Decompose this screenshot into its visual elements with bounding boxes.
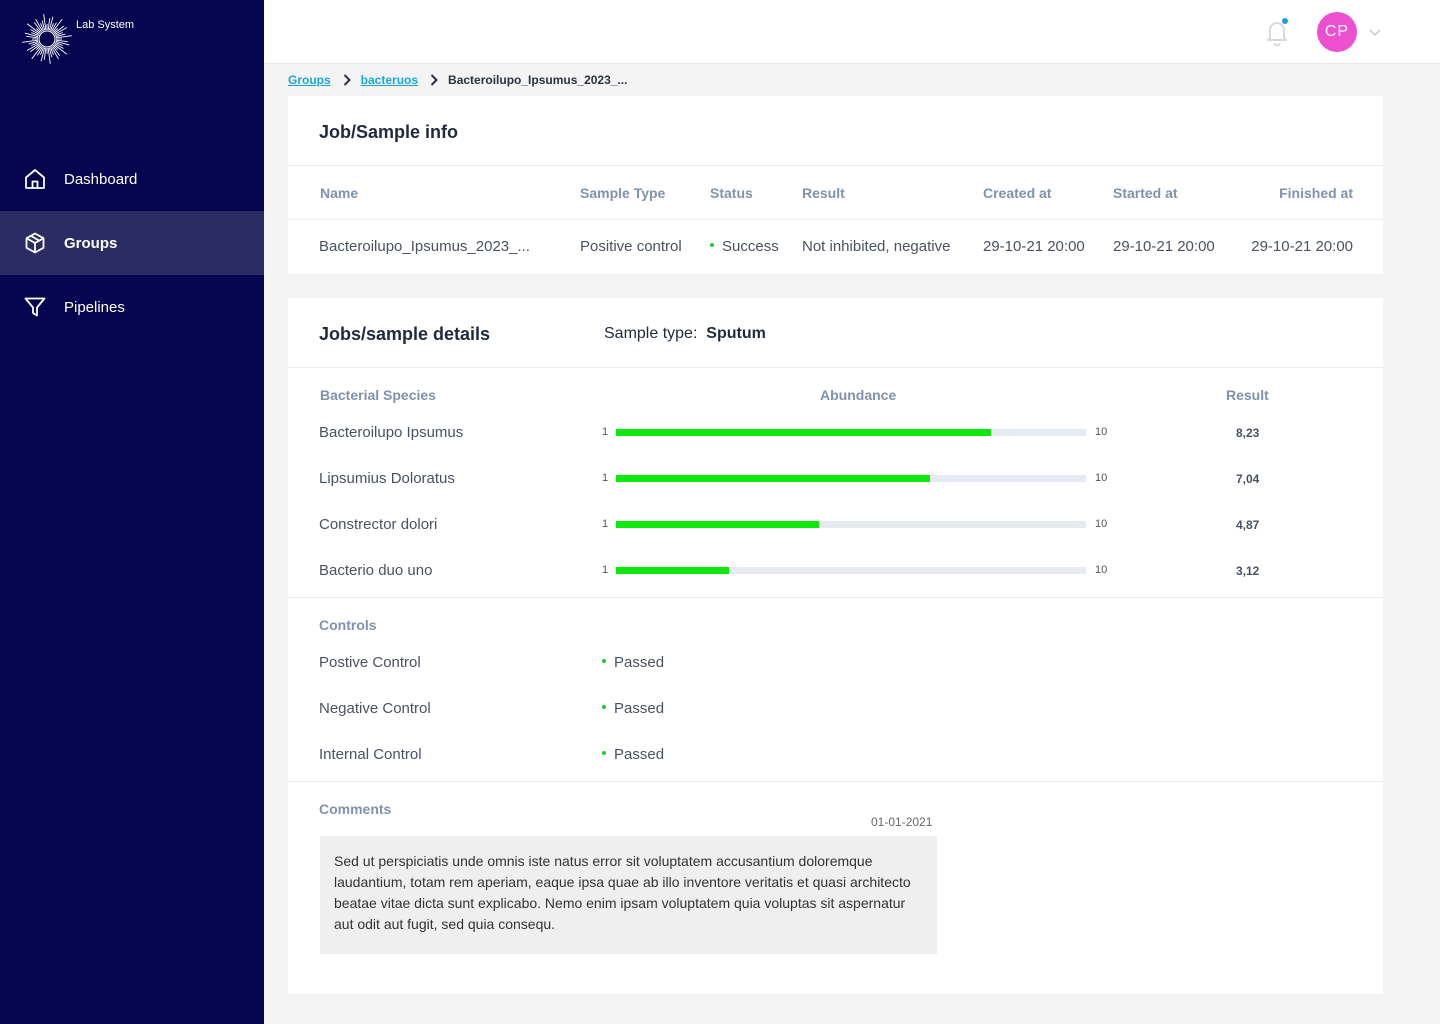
column-header-created-at: Created at xyxy=(983,185,1052,201)
sample-type-value: Sputum xyxy=(706,325,766,342)
scale-max-label: 10 xyxy=(1095,472,1108,484)
divider xyxy=(288,781,1383,782)
bell-icon[interactable] xyxy=(1263,17,1291,47)
column-header-status: Status xyxy=(710,185,753,201)
divider xyxy=(288,367,1383,368)
breadcrumb-group-link[interactable]: bacteruos xyxy=(360,73,419,87)
sidebar-item-dashboard[interactable]: Dashboard xyxy=(0,147,264,211)
control-name: Postive Control xyxy=(319,654,421,671)
control-status-text: Passed xyxy=(614,746,665,763)
scale-min-label: 1 xyxy=(602,426,609,438)
job-sample-details-card: Jobs/sample details Sample type: Sputum … xyxy=(288,298,1383,994)
cell-started-at: 29-10-21 20:00 xyxy=(1113,238,1215,255)
cell-status: Success xyxy=(710,238,779,255)
abundance-bar-track xyxy=(616,567,1086,574)
sidebar-item-pipelines[interactable]: Pipelines xyxy=(0,275,264,339)
column-header-abundance: Abundance xyxy=(820,387,897,403)
divider xyxy=(288,219,1383,220)
scale-min-label: 1 xyxy=(602,472,609,484)
scale-min-label: 1 xyxy=(602,518,609,530)
control-name: Negative Control xyxy=(319,700,431,717)
species-name: Bacteroilupo Ipsumus xyxy=(319,424,464,441)
abundance-bar-fill xyxy=(616,521,819,528)
sample-type: Sample type: Sputum xyxy=(604,325,766,343)
sidebar-item-label: Groups xyxy=(64,234,118,252)
status-dot-icon xyxy=(710,243,714,248)
column-header-name: Name xyxy=(320,185,359,201)
chevron-right-icon xyxy=(343,74,351,86)
species-name: Lipsumius Doloratus xyxy=(319,470,455,487)
home-icon xyxy=(22,166,48,192)
column-header-species: Bacterial Species xyxy=(320,387,436,403)
app-name: Lab System xyxy=(76,19,135,31)
status-dot-icon xyxy=(602,705,606,710)
species-name: Bacterio duo uno xyxy=(319,562,433,579)
status-text: Success xyxy=(722,238,779,255)
control-status-text: Passed xyxy=(614,700,665,717)
abundance-bar-fill xyxy=(616,429,991,436)
sidebar-item-groups[interactable]: Groups xyxy=(0,211,264,275)
scale-max-label: 10 xyxy=(1095,426,1108,438)
abundance-bar-fill xyxy=(616,475,930,482)
species-result: 7,04 xyxy=(1236,472,1260,486)
status-dot-icon xyxy=(602,659,606,664)
abundance-bar-track xyxy=(616,475,1086,482)
job-sample-info-card: Job/Sample info Name Sample Type Status … xyxy=(288,96,1383,274)
card-title: Job/Sample info xyxy=(319,122,459,142)
abundance-bar-track xyxy=(616,429,1086,436)
sample-type-label: Sample type: xyxy=(604,325,698,342)
column-header-result: Result xyxy=(1226,387,1269,403)
species-result: 4,87 xyxy=(1236,518,1260,532)
species-result: 3,12 xyxy=(1236,564,1260,578)
divider xyxy=(288,165,1383,166)
sidebar: Lab System Dashboard Groups Pipelines xyxy=(0,0,264,1024)
scale-max-label: 10 xyxy=(1095,564,1108,576)
control-status: Passed xyxy=(602,700,664,717)
abundance-bar-fill xyxy=(616,567,730,574)
cell-result: Not inhibited, negative xyxy=(802,238,951,255)
column-header-sample-type: Sample Type xyxy=(580,185,666,201)
status-dot-icon xyxy=(602,751,606,756)
filter-icon xyxy=(22,294,48,320)
notification-dot xyxy=(1282,18,1288,24)
chevron-down-icon[interactable] xyxy=(1367,24,1383,40)
control-status: Passed xyxy=(602,746,664,763)
avatar[interactable]: CP xyxy=(1317,12,1357,52)
breadcrumb-groups-link[interactable]: Groups xyxy=(288,73,331,87)
cell-name: Bacteroilupo_Ipsumus_2023_... xyxy=(319,238,530,255)
control-status: Passed xyxy=(602,654,664,671)
species-result: 8,23 xyxy=(1236,426,1260,440)
control-status-text: Passed xyxy=(614,654,665,671)
comment-box: Sed ut perspiciatis unde omnis iste natu… xyxy=(320,836,937,954)
cell-created-at: 29-10-21 20:00 xyxy=(983,238,1085,255)
sidebar-item-label: Dashboard xyxy=(64,170,138,188)
column-header-started-at: Started at xyxy=(1113,185,1178,201)
species-name: Constrector dolori xyxy=(319,516,438,533)
breadcrumb-current: Bacteroilupo_Ipsumus_2023_... xyxy=(448,73,628,87)
scale-min-label: 1 xyxy=(602,564,609,576)
cube-icon xyxy=(22,230,48,256)
chevron-right-icon xyxy=(430,74,438,86)
breadcrumb: Groups bacteruos Bacteroilupo_Ipsumus_20… xyxy=(288,72,627,88)
cell-sample-type: Positive control xyxy=(580,238,682,255)
scale-max-label: 10 xyxy=(1095,518,1108,530)
card-title: Jobs/sample details xyxy=(319,324,491,344)
sunburst-logo-icon xyxy=(22,14,72,64)
comments-title: Comments xyxy=(319,801,392,817)
column-header-finished-at: Finished at xyxy=(1279,185,1353,201)
divider xyxy=(288,597,1383,598)
cell-finished-at: 29-10-21 20:00 xyxy=(1251,238,1353,255)
comment-date: 01-01-2021 xyxy=(871,815,933,829)
control-name: Internal Control xyxy=(319,746,422,763)
column-header-result: Result xyxy=(802,185,845,201)
sidebar-item-label: Pipelines xyxy=(64,298,125,316)
abundance-bar-track xyxy=(616,521,1086,528)
top-bar xyxy=(264,0,1440,64)
controls-title: Controls xyxy=(319,617,377,633)
